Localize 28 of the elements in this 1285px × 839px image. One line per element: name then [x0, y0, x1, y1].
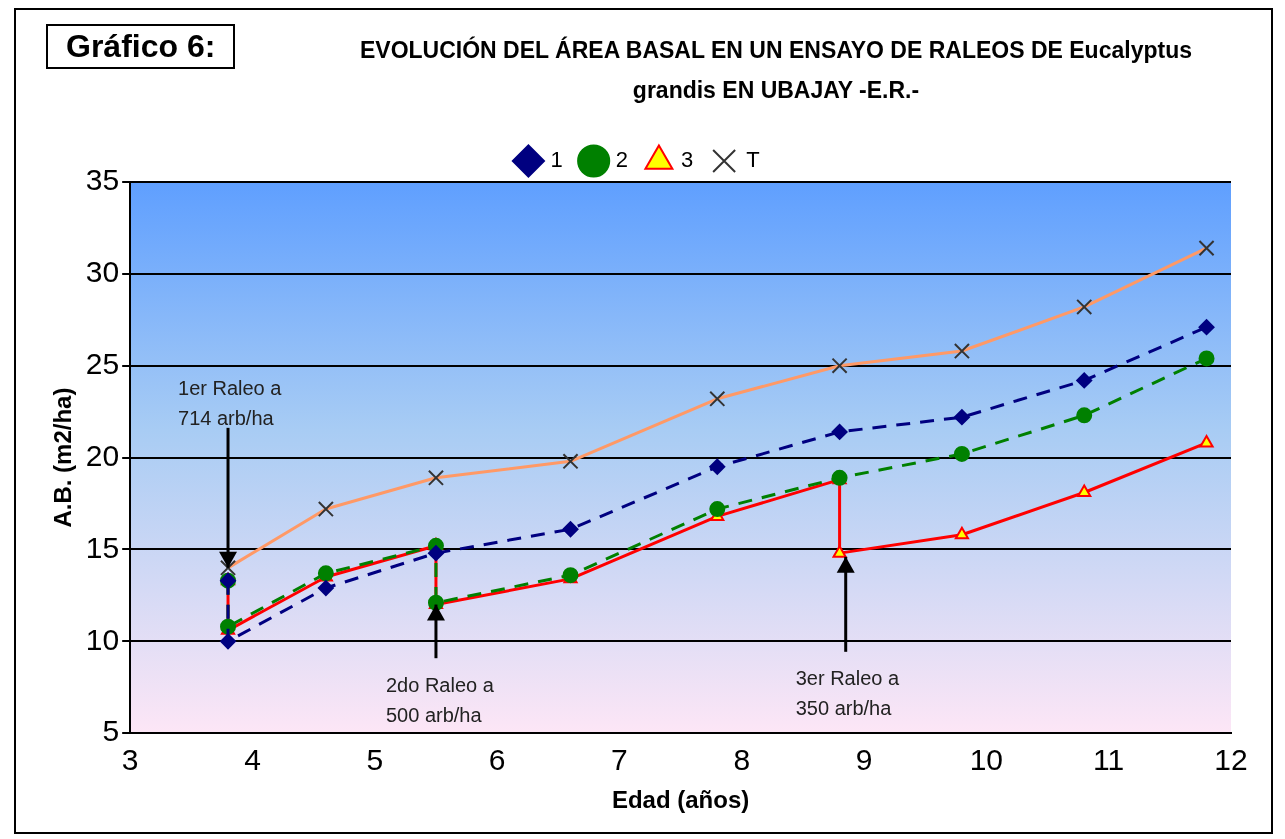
legend-label: 1: [550, 147, 563, 173]
legend-label: 2: [615, 147, 628, 173]
annotation: 3er Raleo a 350 arb/ha: [795, 667, 900, 720]
x-tick-label: 10: [969, 743, 1004, 777]
x-tick-label: 5: [366, 743, 384, 777]
y-tick-label: 20: [85, 438, 120, 472]
annotation: 2do Raleo a 500 arb/ha: [385, 673, 495, 726]
y-tick-label: 30: [85, 255, 120, 289]
chart-subtitle: EVOLUCIÓN DEL ÁREA BASAL EN UN ENSAYO DE RALEOS DE Eucalyptus grandis EN UBAJAY -E.R.-: [359, 35, 1193, 105]
x-tick-label: 11: [1093, 743, 1125, 777]
x-tick-label: 7: [611, 743, 628, 777]
legend-label: 3: [680, 147, 694, 173]
y-tick-label: 25: [85, 347, 120, 380]
x-tick-label: 4: [244, 743, 261, 777]
x-tick-label: 12: [1214, 743, 1248, 777]
x-tick-label: 9: [855, 743, 873, 777]
x-axis-title: Edad (años): [611, 786, 750, 814]
x-tick-label: 3: [121, 743, 139, 777]
x-tick-label: 8: [733, 743, 751, 777]
legend-label: T: [746, 147, 760, 173]
y-tick-label: 5: [102, 714, 120, 748]
annotation: 1er Raleo a 714 arb/ha: [178, 377, 283, 430]
y-tick-label: 10: [85, 622, 120, 656]
x-tick-label: 6: [488, 743, 506, 777]
chart-title: Gráfico 6:: [46, 24, 236, 69]
y-tick-label: 15: [85, 530, 120, 564]
y-axis-title: A.B. (m2/ha): [49, 387, 77, 528]
y-tick-label: 35: [85, 163, 120, 197]
